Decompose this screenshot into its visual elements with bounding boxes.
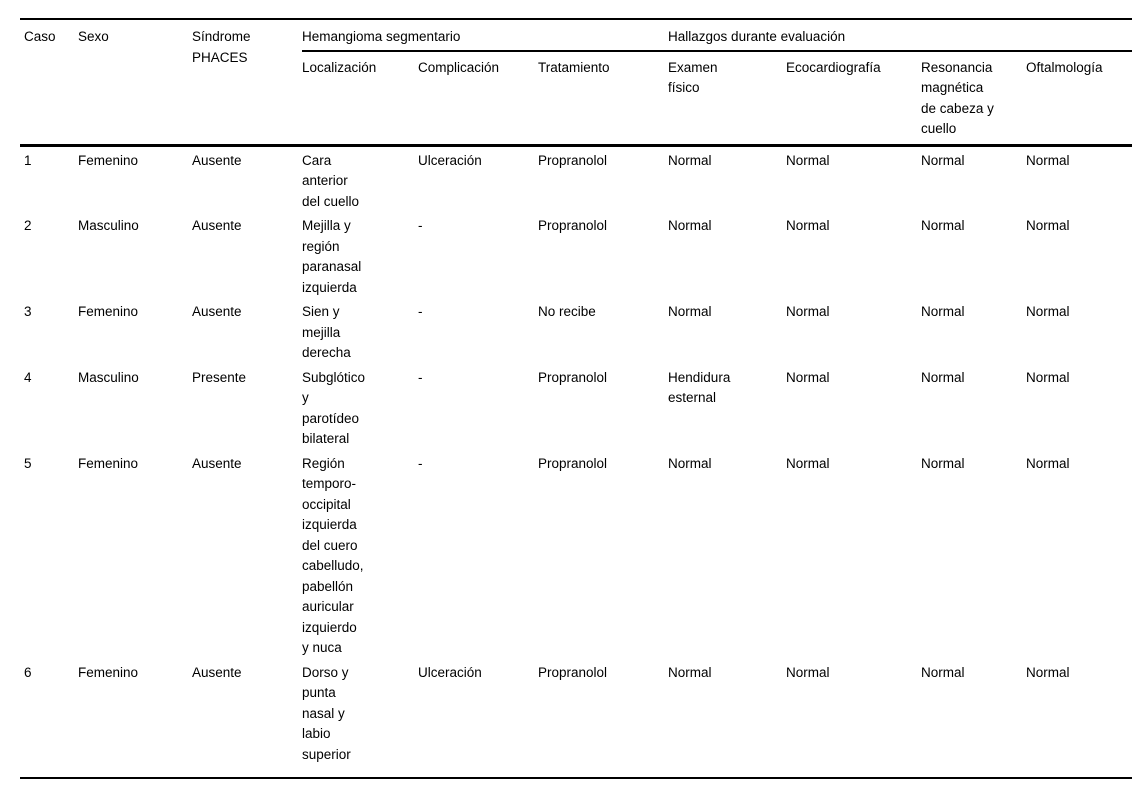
cell-resonancia: Normal [921,218,965,233]
cell-examen-fisico: Normal [668,152,712,168]
cell-complicacion: Ulceración [418,664,482,680]
cell-sindrome: Presente [192,369,247,385]
col-header-localizacion: Localización [302,50,418,147]
cell-resonancia: Normal [921,304,965,319]
cell-ecocardiografia: Normal [786,218,830,233]
phaces-cases-table: Caso Sexo Síndrome PHACES Hemangioma seg… [20,18,1133,779]
cell-tratamiento: Propranolol [538,152,608,168]
cell-oftalmologia: Normal [1026,369,1070,385]
cell-localizacion: Mejilla y región paranasal izquierda [302,218,362,295]
cell-caso: 6 [24,664,32,680]
cell-oftalmologia: Normal [1026,152,1070,168]
cell-sexo: Femenino [78,304,139,319]
cell-sexo: Masculino [78,369,139,385]
cell-localizacion: Subglótico y parotídeo bilateral [302,369,366,447]
table-row: 1 Femenino Ausente Cara anterior del cue… [20,145,1132,212]
cell-tratamiento: No recibe [538,304,596,319]
cell-caso: 2 [24,218,32,233]
cell-sindrome: Ausente [192,455,242,471]
cell-sindrome: Ausente [192,664,242,680]
col-header-resonancia-magnetica: Resonancia magnética de cabeza y cuello [921,50,1027,147]
group-header-row: Caso Sexo Síndrome PHACES Hemangioma seg… [20,19,1133,147]
table-row: 5 Femenino Ausente Región temporo- occip… [20,450,1132,659]
table-row: 3 Femenino Ausente Sien y mejilla derech… [20,298,1132,364]
table-header: Caso Sexo Síndrome PHACES Hemangioma seg… [20,19,1133,147]
col-header-examen-fisico: Examen físico [668,50,787,147]
col-header-ecocardiografia: Ecocardiografía [786,50,922,147]
cell-localizacion: Cara anterior del cuello [302,152,360,209]
cell-localizacion: Dorso y punta nasal y labio superior [302,664,351,762]
col-header-caso: Caso [20,19,78,147]
col-header-sexo: Sexo [78,19,192,147]
table-row: 6 Femenino Ausente Dorso y punta nasal y… [20,659,1132,779]
cell-examen-fisico: Normal [668,664,712,680]
cell-sexo: Femenino [78,152,139,168]
cell-localizacion: Región temporo- occipital izquierda del … [302,455,364,656]
cell-sexo: Masculino [78,218,139,233]
cell-examen-fisico: Normal [668,218,712,233]
cell-ecocardiografia: Normal [786,152,830,168]
cell-localizacion: Sien y mejilla derecha [302,304,351,360]
cell-examen-fisico: Hendidura esternal [668,369,731,406]
cell-caso: 4 [24,369,32,385]
cell-complicacion: Ulceración [418,152,482,168]
sub-header-row: Localización Complicación Tratamiento Ex… [20,50,1133,147]
cell-complicacion: - [418,369,423,385]
cell-tratamiento: Propranolol [538,369,608,385]
cell-resonancia: Normal [921,152,965,168]
cell-tratamiento: Propranolol [538,218,608,233]
table-row: 4 Masculino Presente Subglótico y parotí… [20,364,1132,450]
cell-ecocardiografia: Normal [786,369,830,385]
cell-tratamiento: Propranolol [538,664,608,680]
cell-ecocardiografia: Normal [786,664,830,680]
col-header-sindrome-phaces: Síndrome PHACES [192,19,302,147]
cell-caso: 1 [24,152,32,168]
cell-sexo: Femenino [78,664,139,680]
cell-oftalmologia: Normal [1026,304,1070,319]
cell-complicacion: - [418,304,423,319]
cell-complicacion: - [418,455,423,471]
cell-oftalmologia: Normal [1026,455,1070,471]
cell-ecocardiografia: Normal [786,455,830,471]
cell-caso: 5 [24,455,32,471]
cell-ecocardiografia: Normal [786,304,830,319]
cell-sindrome: Ausente [192,218,242,233]
cell-examen-fisico: Normal [668,455,712,471]
cell-resonancia: Normal [921,369,965,385]
group-header-hallazgos-evaluacion: Hallazgos durante evaluación [668,19,1133,52]
cell-oftalmologia: Normal [1026,664,1070,680]
cell-complicacion: - [418,218,423,233]
table-body: 1 Femenino Ausente Cara anterior del cue… [20,145,1132,778]
cell-resonancia: Normal [921,664,965,680]
cell-sindrome: Ausente [192,152,242,168]
cell-resonancia: Normal [921,455,965,471]
col-header-oftalmologia: Oftalmología [1026,50,1133,147]
cell-sexo: Femenino [78,455,139,471]
table-row: 2 Masculino Ausente Mejilla y región par… [20,212,1132,298]
col-header-tratamiento: Tratamiento [538,50,669,147]
cell-sindrome: Ausente [192,304,242,319]
cell-tratamiento: Propranolol [538,455,608,471]
group-header-hemangioma-segmentario: Hemangioma segmentario [302,19,669,52]
cell-examen-fisico: Normal [668,304,712,319]
cell-caso: 3 [24,304,32,319]
cell-oftalmologia: Normal [1026,218,1070,233]
col-header-complicacion: Complicación [418,50,538,147]
